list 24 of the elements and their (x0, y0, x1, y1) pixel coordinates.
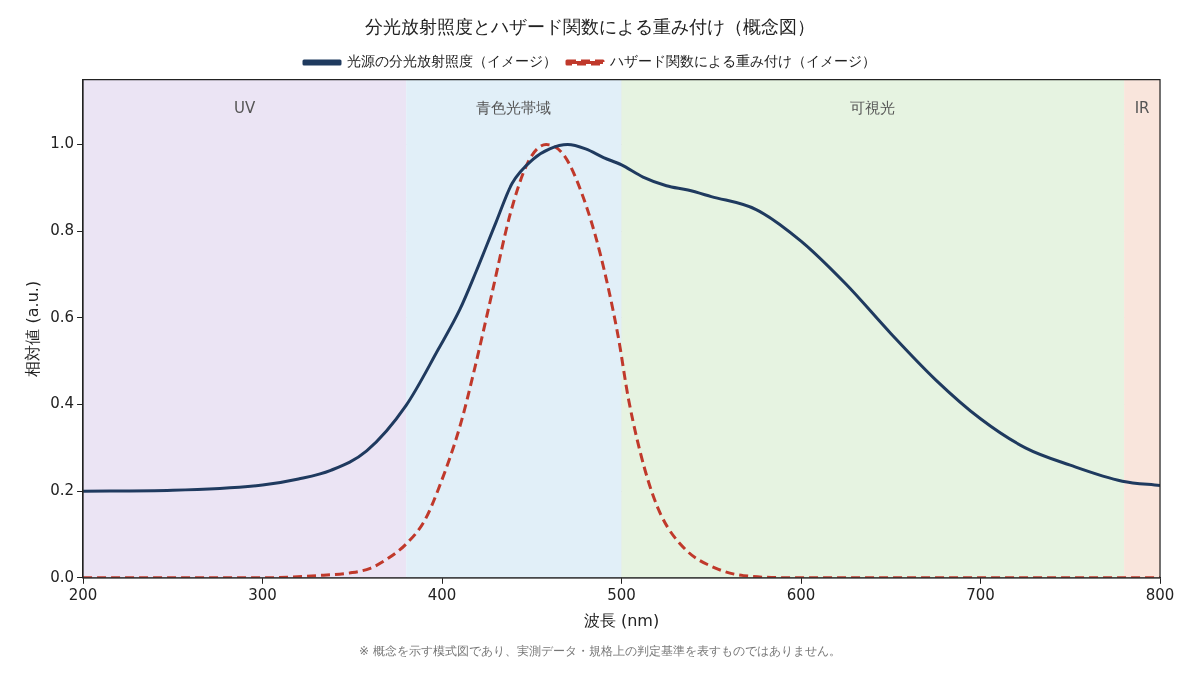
x-axis-title: 波長 (nm) (583, 610, 660, 630)
chart-title: 分光放射照度とハザード関数による重み付け（概念図） (365, 16, 815, 38)
legend-label: ハザード関数による重み付け（イメージ） (609, 53, 876, 70)
y-axis-title: 相対値 (a.u.) (22, 280, 42, 377)
x-tick-label: 400 (427, 585, 457, 604)
x-tick-label: 600 (786, 585, 816, 604)
y-tick-label: 1.0 (50, 134, 75, 153)
x-tick-label: 500 (607, 585, 636, 604)
y-tick-label: 0.4 (50, 394, 75, 413)
x-tick-label: 300 (248, 585, 277, 604)
y-tick-label: 0.0 (50, 567, 75, 586)
y-tick-label: 0.8 (50, 221, 75, 240)
band-label: UV (233, 98, 256, 117)
band-label: 青色光帯域 (476, 98, 552, 117)
text: ※ 概念を示す模式図であり、実測データ・規格上の判定基準を表すものではありません。 (358, 643, 842, 660)
x-tick-label: 200 (68, 585, 98, 604)
legend-label: 光源の分光放射照度（イメージ） (347, 53, 557, 70)
x-tick-label: 800 (1145, 585, 1175, 604)
line-series (83, 143, 1160, 493)
x-tick-label: 700 (966, 585, 995, 604)
y-tick-label: 0.6 (50, 307, 75, 326)
band-label: IR (1134, 98, 1150, 117)
y-tick-label: 0.2 (50, 481, 75, 500)
band-label: 可視光 (850, 98, 896, 117)
